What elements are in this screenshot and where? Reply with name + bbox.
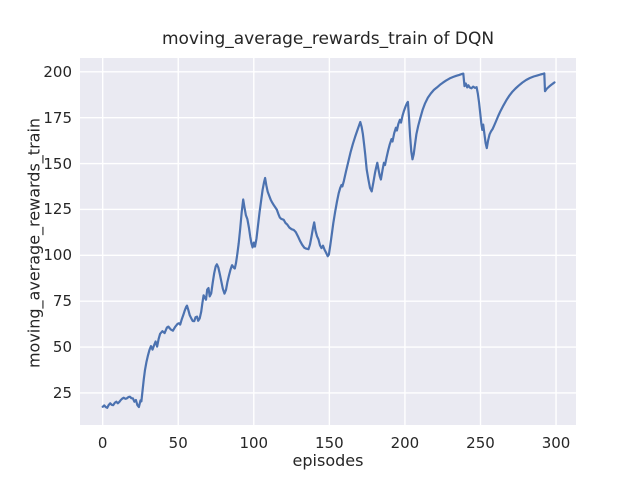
x-tick-label: 100 [239, 434, 269, 452]
x-tick-label: 150 [315, 434, 344, 452]
x-tick-label: 50 [168, 434, 188, 452]
y-tick-label: 100 [43, 246, 72, 265]
x-tick-label: 250 [466, 434, 495, 452]
y-tick-label: 175 [43, 108, 72, 127]
data-line-moving_average_rewards_train [101, 72, 556, 409]
y-tick-label: 25 [52, 383, 72, 402]
y-tick-label: 50 [52, 338, 72, 356]
y-tick-label: 75 [52, 292, 72, 311]
plot-area [80, 58, 576, 425]
x-axis-label: episodes [292, 451, 364, 470]
x-tick-label: 200 [390, 434, 420, 452]
chart-title: moving_average_rewards_train of DQN [161, 29, 495, 49]
y-tick-label: 125 [43, 200, 72, 219]
y-tick-label: 150 [43, 154, 72, 173]
x-tick-label: 300 [541, 434, 571, 452]
chart-canvas [80, 58, 576, 425]
x-tick-label: 0 [97, 434, 108, 452]
y-tick-label: 200 [43, 62, 72, 81]
